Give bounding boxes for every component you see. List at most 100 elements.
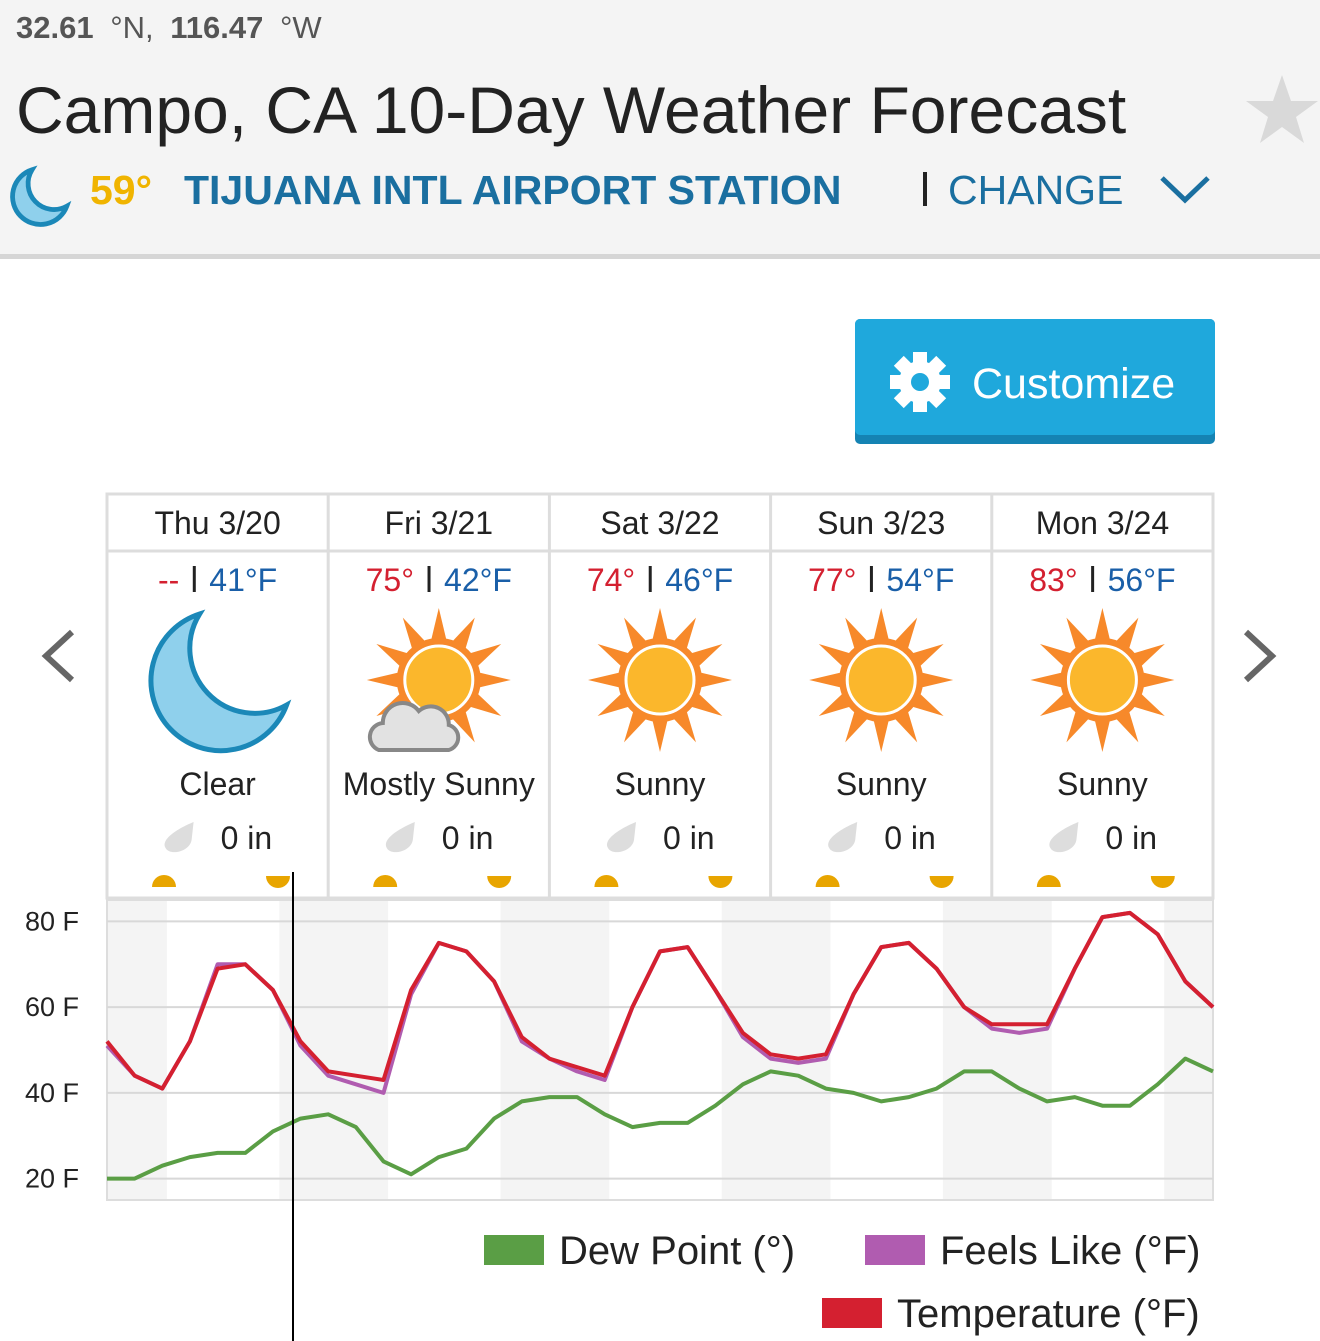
legend-label: Dew Point (°) bbox=[559, 1229, 795, 1273]
favorite-star[interactable] bbox=[1246, 75, 1318, 143]
customize-button[interactable]: Customize bbox=[855, 319, 1215, 444]
low-temp: 54°F bbox=[886, 562, 954, 598]
precip: 0 in bbox=[442, 820, 494, 856]
gear-icon bbox=[890, 352, 950, 412]
button-label[interactable]: Customize bbox=[972, 360, 1175, 408]
sunrise-marker bbox=[373, 875, 398, 887]
legend-label: Feels Like (°F) bbox=[940, 1229, 1201, 1273]
low-temp: 46°F bbox=[665, 562, 733, 598]
sunset-marker bbox=[266, 876, 290, 888]
temp-separator bbox=[427, 566, 431, 592]
high-temp: 74° bbox=[587, 562, 635, 598]
precip-drop bbox=[1049, 822, 1079, 853]
precip: 0 in bbox=[1105, 820, 1157, 856]
sun-ray bbox=[366, 671, 402, 689]
button-bg[interactable] bbox=[855, 319, 1215, 435]
day-column: Thu 3/20 -- 41°F Clear 0 in bbox=[148, 505, 292, 888]
separator bbox=[923, 172, 927, 206]
precip-drop bbox=[828, 822, 858, 853]
day-column: Fri 3/21 75° 42°F Mostly Sunny 0 in bbox=[326, 494, 535, 898]
condition: Mostly Sunny bbox=[343, 766, 535, 802]
latitude: 32.61 bbox=[16, 10, 94, 45]
condition: Sunny bbox=[1057, 766, 1148, 802]
cloud-icon bbox=[367, 701, 461, 752]
high-temp: -- bbox=[158, 562, 179, 598]
station-name[interactable]: TIJUANA INTL AIRPORT STATION bbox=[184, 167, 842, 213]
y-tick-label: 60 F bbox=[25, 992, 79, 1022]
temp-separator bbox=[192, 566, 196, 592]
condition: Sunny bbox=[615, 766, 706, 802]
sun-ray bbox=[1094, 608, 1111, 643]
prev-arrow[interactable] bbox=[41, 629, 75, 683]
precip: 0 in bbox=[221, 820, 273, 856]
precip: 0 in bbox=[663, 820, 715, 856]
precip-drop bbox=[607, 822, 636, 853]
sun-ray bbox=[430, 608, 448, 643]
sun-ray bbox=[588, 671, 623, 689]
series-line bbox=[105, 910, 1215, 1091]
sunset-marker bbox=[1150, 876, 1175, 888]
sun-ray bbox=[1094, 717, 1111, 752]
page-title: Campo, CA 10-Day Weather Forecast bbox=[16, 73, 1126, 147]
temp-separator bbox=[1091, 566, 1095, 592]
legend-swatch bbox=[484, 1235, 544, 1265]
sun-ray bbox=[475, 671, 511, 689]
day-column: Sun 3/23 77° 54°F Sunny 0 in bbox=[769, 494, 954, 898]
y-tick-label: 80 F bbox=[25, 906, 79, 936]
y-tick-label: 20 F bbox=[25, 1164, 79, 1194]
next-arrow[interactable] bbox=[1243, 629, 1277, 683]
sun-ray bbox=[872, 608, 890, 643]
condition: Sunny bbox=[836, 766, 927, 802]
header-bg bbox=[0, 0, 1320, 255]
sun-core bbox=[845, 644, 917, 716]
night-band bbox=[279, 900, 389, 1200]
legend-swatch bbox=[822, 1298, 882, 1328]
longitude: 116.47 bbox=[170, 10, 263, 45]
night-band bbox=[1164, 900, 1213, 1200]
sunrise-marker bbox=[152, 875, 176, 887]
low-temp: 56°F bbox=[1108, 562, 1176, 598]
low-temp: 42°F bbox=[444, 562, 512, 598]
day-column: Sat 3/22 74° 46°F Sunny 0 in bbox=[547, 494, 733, 898]
day-label: Sun 3/23 bbox=[817, 505, 945, 541]
change-link[interactable]: CHANGE bbox=[948, 167, 1123, 213]
sun-ray bbox=[872, 717, 890, 752]
night-band bbox=[942, 900, 1052, 1200]
series-line bbox=[107, 1056, 1214, 1181]
legend-label: Temperature (°F) bbox=[897, 1292, 1200, 1336]
current-time-line bbox=[292, 872, 294, 1341]
latitude-unit: °N, bbox=[110, 10, 153, 45]
high-temp: 83° bbox=[1029, 562, 1077, 598]
night-band bbox=[500, 900, 610, 1200]
precip-drop bbox=[385, 822, 415, 853]
high-temp: 77° bbox=[808, 562, 856, 598]
low-temp: 41°F bbox=[209, 562, 277, 598]
header-border bbox=[0, 254, 1320, 259]
sun-ray bbox=[651, 608, 669, 643]
sun-core bbox=[1066, 644, 1138, 716]
coordinates: 32.61 °N, 116.47 °W bbox=[16, 10, 322, 45]
change-chevron[interactable] bbox=[1160, 176, 1210, 204]
sunrise-marker bbox=[594, 875, 619, 887]
moon-icon bbox=[148, 609, 292, 754]
gear-hole bbox=[911, 373, 929, 391]
sunset-marker bbox=[929, 876, 954, 888]
day-column: Mon 3/24 83° 56°F Sunny 0 in bbox=[990, 494, 1176, 898]
temp-separator bbox=[648, 566, 652, 592]
night-band bbox=[721, 900, 831, 1200]
sun-ray bbox=[1030, 671, 1066, 689]
current-temp: 59° bbox=[90, 167, 152, 213]
longitude-unit: °W bbox=[280, 10, 322, 45]
sun-ray bbox=[697, 671, 732, 689]
condition: Clear bbox=[179, 766, 256, 802]
day-label: Mon 3/24 bbox=[1036, 505, 1169, 541]
sunrise-marker bbox=[815, 875, 840, 887]
y-tick-label: 40 F bbox=[25, 1078, 79, 1108]
precip: 0 in bbox=[884, 820, 936, 856]
sun-ray bbox=[918, 671, 954, 689]
sun-core bbox=[624, 644, 696, 716]
sunset-marker bbox=[487, 876, 512, 888]
moon-icon-small bbox=[10, 165, 72, 227]
